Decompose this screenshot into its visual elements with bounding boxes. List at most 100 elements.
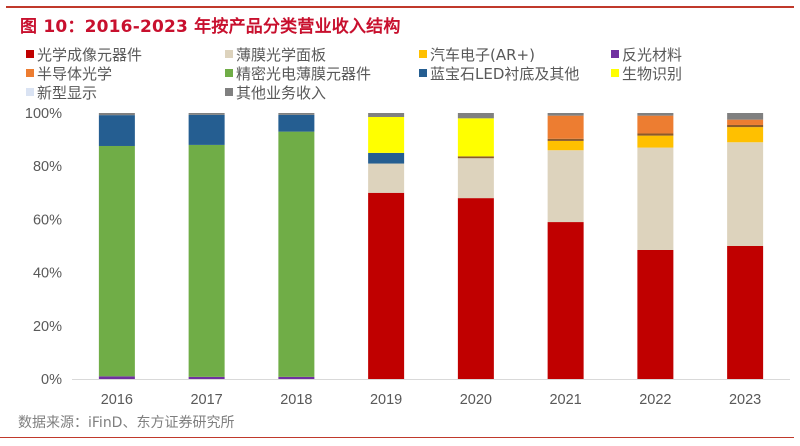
x-tick-label: 2017: [190, 392, 222, 408]
bar-segment: [547, 222, 584, 379]
x-tick-label: 2021: [549, 392, 581, 408]
y-tick-label: 100%: [25, 106, 62, 122]
y-tick-label: 0%: [41, 372, 62, 388]
legend-swatch: [225, 88, 233, 96]
legend-item: 蓝宝石LED衬底及其他: [419, 64, 580, 83]
bar-segment: [188, 113, 225, 115]
bar-segment: [98, 145, 135, 377]
bar-segment: [727, 142, 764, 246]
x-tick-label: 2020: [460, 392, 492, 408]
bar-segment: [98, 376, 135, 379]
legend-label: 其他业务收入: [236, 83, 327, 102]
bar-segment: [278, 376, 315, 379]
legend-item: 生物识别: [611, 64, 683, 83]
y-tick-label: 20%: [33, 319, 62, 335]
x-axis: 2016 2017 2018 2019 2020 2021 2022 2023: [101, 392, 762, 408]
bar-segment: [98, 113, 135, 116]
bar-segment: [188, 114, 225, 145]
legend-label: 半导体光学: [37, 64, 113, 83]
bar-segment: [457, 158, 494, 199]
bar-segment: [98, 115, 135, 146]
y-tick-label: 40%: [33, 266, 62, 282]
legend-swatch: [26, 88, 34, 96]
bar-segment: [457, 118, 494, 157]
bar-segment: [368, 116, 405, 153]
legend-item: 精密光电薄膜元器件: [225, 64, 372, 83]
legend-swatch: [611, 69, 619, 77]
legend-swatch: [225, 50, 233, 58]
x-tick-label: 2018: [280, 392, 312, 408]
x-tick-label: 2022: [639, 392, 671, 408]
bar-stack-2018: [278, 113, 315, 379]
legend-item: 光学成像元器件: [26, 45, 143, 64]
legend-label: 反光材料: [622, 45, 683, 64]
legend-swatch: [419, 69, 427, 77]
bottom-rule: [0, 437, 794, 438]
legend-item: 薄膜光学面板: [225, 45, 327, 64]
bar-segment: [278, 114, 315, 132]
bar-stack-2022: [637, 113, 674, 379]
bar-segment: [368, 113, 405, 117]
legend-swatch: [611, 50, 619, 58]
bar-stack-2020: [457, 113, 494, 379]
bar-segment: [457, 198, 494, 379]
bar-segment: [727, 119, 764, 125]
bar-segment: [637, 147, 674, 250]
bar-segment: [547, 140, 584, 151]
bar-stack-2023: [727, 113, 764, 379]
legend-item: 反光材料: [611, 45, 683, 64]
bar-segment: [457, 113, 494, 119]
y-tick-label: 60%: [33, 212, 62, 228]
bar-segment: [547, 113, 584, 116]
bar-stack-2021: [547, 113, 584, 379]
bars: [98, 113, 764, 379]
bar-segment: [727, 246, 764, 379]
y-tick-label: 80%: [33, 159, 62, 175]
legend-item: 半导体光学: [26, 64, 113, 83]
bar-segment: [368, 163, 405, 193]
legend-label: 生物识别: [622, 64, 683, 83]
bar-segment: [188, 376, 225, 379]
bar-segment: [637, 133, 674, 136]
legend-swatch: [26, 50, 34, 58]
bar-segment: [368, 192, 405, 379]
bar-segment: [637, 115, 674, 134]
legend-label: 精密光电薄膜元器件: [236, 64, 372, 83]
legend-label: 蓝宝石LED衬底及其他: [430, 64, 580, 83]
bar-segment: [278, 113, 315, 115]
bar-segment: [547, 115, 584, 139]
legend-label: 汽车电子(AR+): [430, 45, 535, 64]
chart-title: 图 10：2016-2023 年按产品分类营业收入结构: [20, 17, 401, 37]
x-tick-label: 2023: [729, 392, 761, 408]
x-tick-label: 2016: [101, 392, 133, 408]
legend-item: 新型显示: [26, 83, 98, 102]
legend-label: 薄膜光学面板: [236, 45, 327, 64]
bar-stack-2019: [368, 113, 405, 379]
x-tick-label: 2019: [370, 392, 402, 408]
legend-label: 光学成像元器件: [37, 45, 143, 64]
bar-stack-2017: [188, 113, 225, 379]
legend-item: 汽车电子(AR+): [419, 45, 535, 64]
bar-segment: [637, 113, 674, 116]
bar-segment: [547, 138, 584, 141]
y-axis: 0% 20% 40% 60% 80% 100%: [25, 106, 62, 388]
top-rule: [6, 6, 794, 8]
bar-segment: [278, 131, 315, 377]
bar-segment: [547, 150, 584, 223]
bar-segment: [727, 113, 764, 120]
source-note: 数据来源：iFinD、东方证券研究所: [18, 415, 235, 431]
bar-segment: [188, 144, 225, 377]
bar-stack-2016: [98, 113, 135, 379]
legend-swatch: [26, 69, 34, 77]
legend-item: 其他业务收入: [225, 83, 327, 102]
bar-segment: [637, 249, 674, 379]
bar-segment: [368, 152, 405, 164]
legend-label: 新型显示: [37, 83, 98, 102]
legend-swatch: [419, 50, 427, 58]
legend-swatch: [225, 69, 233, 77]
bar-segment: [457, 156, 494, 159]
bar-segment: [637, 135, 674, 148]
bar-segment: [727, 127, 764, 143]
bar-segment: [727, 124, 764, 128]
